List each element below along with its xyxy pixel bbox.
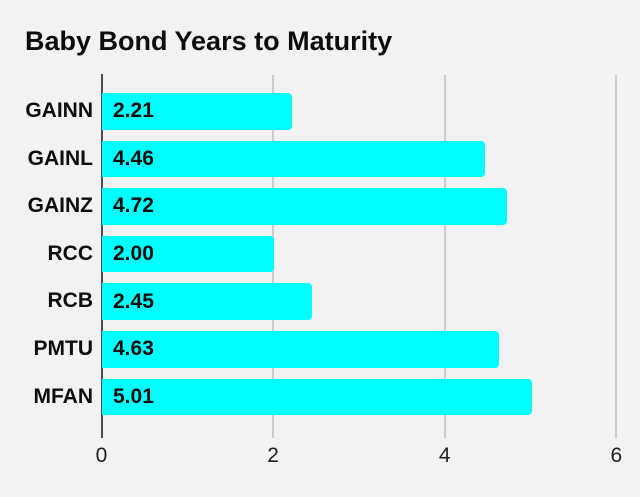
x-tick-label-0: 0 [95,444,108,467]
bar-row-gainn: GAINN 2.21 [0,93,640,130]
category-label-gainl: GAINL [27,146,93,170]
category-label-mfan: MFAN [33,384,94,408]
bar-gainl: 4.46 [102,140,485,178]
x-tick-label-6: 6 [610,444,623,467]
bar-value-label-pmtu: 4.63 [113,337,154,361]
bar-mfan: 5.01 [102,378,532,416]
bar-row-pmtu: PMTU 4.63 [0,331,640,368]
x-tick-label-2: 2 [267,444,279,467]
bar-rcb: 2.45 [102,283,313,320]
bar-value-label-rcb: 2.45 [113,289,154,313]
bar-row-rcc: RCC 2.00 [0,235,640,273]
category-label-rcc: RCC [47,241,94,265]
bar-rcc: 2.00 [102,235,274,273]
bar-value-label-mfan: 5.01 [113,384,154,408]
category-label-gainz: GAINZ [27,194,93,218]
bar-value-label-gainn: 2.21 [113,99,154,123]
bar-gainz: 4.72 [102,188,507,225]
bar-row-gainl: GAINL 4.46 [0,140,640,178]
bar-gainn: 2.21 [102,93,292,130]
gridline-x-6 [615,75,618,438]
bar-value-label-gainz: 4.72 [113,194,154,218]
bar-value-label-rcc: 2.00 [113,242,154,266]
bar-row-rcb: RCB 2.45 [0,283,640,320]
bar-row-gainz: GAINZ 4.72 [0,188,640,225]
category-label-gainn: GAINN [25,99,93,122]
y-axis-line [100,74,103,438]
gridline-x-4 [443,75,446,438]
x-tick-label-4: 4 [438,444,451,467]
bar-value-label-gainl: 4.46 [113,146,154,170]
chart-title: Baby Bond Years to Maturity [25,26,393,56]
bar-row-mfan: MFAN 5.01 [0,378,640,416]
category-label-rcb: RCB [47,289,94,313]
category-label-pmtu: PMTU [33,337,94,360]
bar-pmtu: 4.63 [102,331,500,368]
